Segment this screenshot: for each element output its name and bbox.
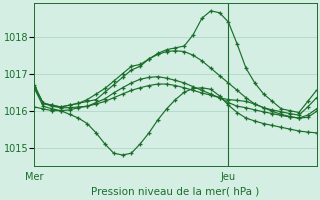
- X-axis label: Pression niveau de la mer( hPa ): Pression niveau de la mer( hPa ): [91, 187, 260, 197]
